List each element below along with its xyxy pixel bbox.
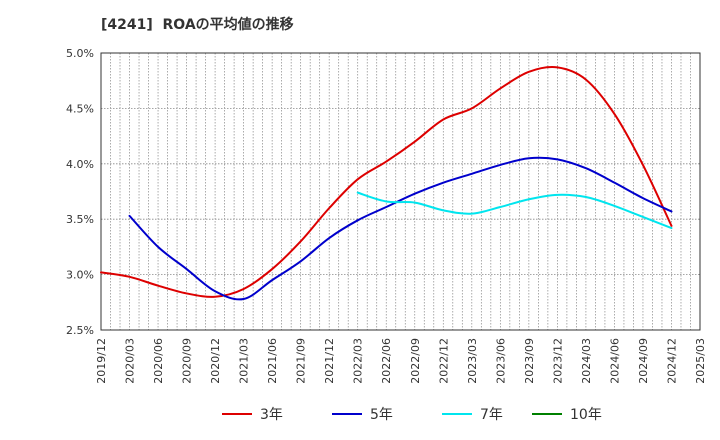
x-tick-label: 2022/03	[352, 338, 365, 384]
x-tick-label: 2021/09	[295, 338, 308, 384]
grid-layer	[101, 52, 700, 331]
legend-label: 7年	[480, 407, 503, 423]
axis-layer: 2.5% 3.0% 3.5% 4.0% 4.5% 5.0% 2019/12 2020/03 20…	[66, 47, 707, 384]
x-tick-label: 2025/03	[694, 338, 707, 384]
x-tick-label: 2024/06	[608, 338, 621, 384]
x-tick-label: 2024/12	[665, 338, 678, 384]
y-tick-label: 2.5%	[66, 324, 94, 337]
y-tick-label: 3.0%	[66, 269, 94, 282]
x-tick-label: 2020/09	[181, 338, 194, 384]
x-tick-label: 2022/06	[380, 338, 393, 384]
y-tick-label: 4.5%	[66, 102, 94, 115]
x-tick-label: 2021/03	[238, 338, 251, 384]
x-tick-label: 2021/06	[266, 338, 279, 384]
x-tick-label: 2023/09	[523, 338, 536, 384]
x-tick-label: 2019/12	[95, 338, 108, 384]
x-tick-label: 2020/12	[209, 338, 222, 384]
x-tick-label: 2022/09	[409, 338, 422, 384]
series-line-1	[100, 66, 673, 298]
x-tick-label: 2023/12	[551, 338, 564, 384]
plot-area	[101, 53, 700, 330]
series-line-3	[356, 191, 673, 230]
x-tick-label: 2023/06	[494, 338, 507, 384]
legend-label: 10年	[570, 407, 602, 423]
x-tick-label: 2021/12	[323, 338, 336, 384]
plot-frame	[100, 52, 701, 331]
x-tick-label: 2024/03	[580, 338, 593, 384]
chart-title: [4241] ROAの平均値の推移	[101, 17, 294, 33]
legend-label: 3年	[260, 407, 283, 423]
legend: 3年 5年 7年 10年	[222, 407, 602, 423]
y-tick-label: 4.0%	[66, 158, 94, 171]
series-layer	[100, 66, 673, 301]
x-tick-label: 2020/03	[124, 338, 137, 384]
y-tick-label: 5.0%	[66, 47, 94, 60]
y-tick-label: 3.5%	[66, 213, 94, 226]
x-tick-label: 2023/03	[466, 338, 479, 384]
legend-label: 5年	[370, 407, 393, 423]
series-line-2	[128, 156, 673, 301]
x-tick-label: 2020/06	[152, 338, 165, 384]
x-tick-label: 2024/09	[637, 338, 650, 384]
x-tick-label: 2022/12	[437, 338, 450, 384]
